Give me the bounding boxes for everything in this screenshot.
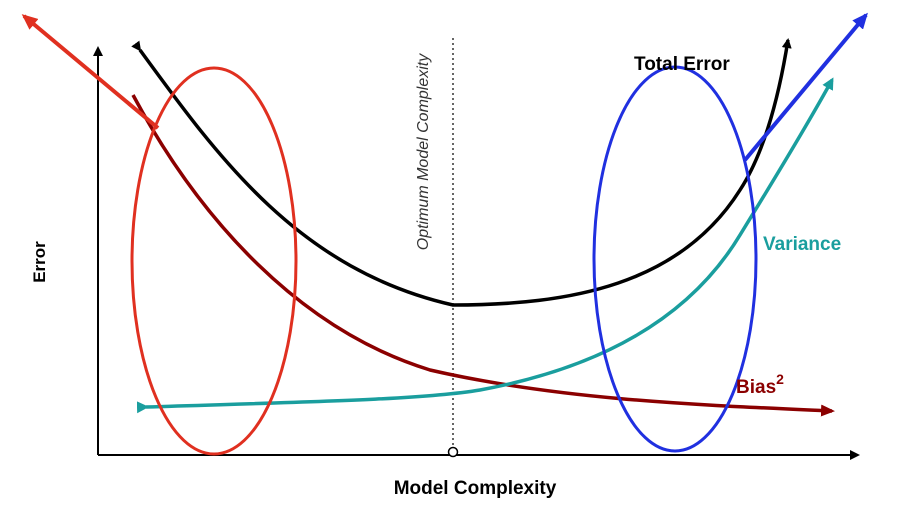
right-highlight-ellipse xyxy=(592,65,758,453)
left-highlight-ellipse xyxy=(130,66,298,456)
y-axis-label: Error xyxy=(30,241,49,283)
total-error-curve xyxy=(131,38,792,307)
variance-curve xyxy=(136,77,834,414)
bias-superscript: 2 xyxy=(776,371,784,387)
optimum-point xyxy=(447,446,459,458)
variance-label: Variance xyxy=(763,234,841,255)
bias-label: Bias2 xyxy=(736,371,784,398)
right-blue-arrow xyxy=(743,12,868,162)
total-error-label: Total Error xyxy=(634,54,730,75)
bias-label-text: Bias xyxy=(736,377,776,398)
left-red-arrow xyxy=(21,14,160,130)
x-axis-label: Model Complexity xyxy=(394,478,557,499)
optimum-line-label: Optimum Model Complexity xyxy=(415,53,432,251)
